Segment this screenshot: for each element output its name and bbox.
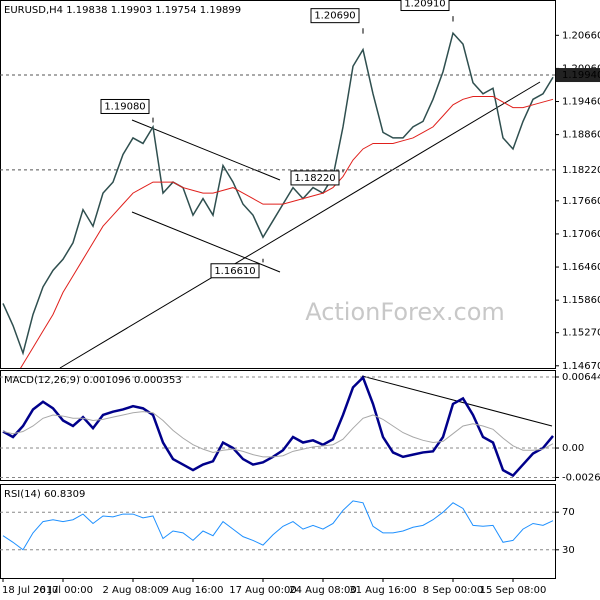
y-tick-label: 1.19460: [562, 97, 600, 108]
price-frame: [0, 0, 556, 369]
annotation-box: [400, 0, 450, 12]
series-line: [20, 96, 554, 368]
macd-frame: [0, 370, 556, 481]
x-tick-label: 18 Jul 2017: [2, 585, 59, 596]
x-tick-label: 8 Sep 00:00: [423, 585, 483, 596]
series-line: [2, 375, 554, 478]
y-tick-label: 1.18860: [562, 130, 600, 141]
x-tick-label: 15 Sep 08:00: [480, 585, 547, 596]
annotation-label: 1.19080: [104, 101, 145, 112]
y-tick-label: 1.15860: [562, 295, 600, 306]
watermark: ActionForex.com: [305, 298, 505, 326]
annotation-box: [310, 8, 360, 24]
trendline: [131, 211, 281, 273]
y-tick-label: -0.00267: [562, 472, 600, 483]
trendline: [131, 119, 281, 181]
y-tick-label: 1.17660: [562, 196, 600, 207]
annotation-label: 1.20910: [404, 0, 445, 10]
series-line: [2, 411, 554, 458]
y-tick-label: 1.14670: [562, 361, 600, 372]
y-tick-label: 1.16460: [562, 262, 600, 273]
x-tick-label: 9 Aug 16:00: [162, 585, 223, 596]
y-tick-label: 0.006445: [562, 372, 600, 383]
annotation-box: [100, 98, 150, 114]
series-line: [2, 31, 554, 356]
x-tick-label: 2 Aug 08:00: [102, 585, 163, 596]
panel-title: RSI(14) 60.8309: [4, 489, 85, 500]
y-tick-label: 1.17060: [562, 229, 600, 240]
trendlines: [59, 81, 553, 427]
level-label-box: [556, 68, 600, 83]
y-tick-label: 1.20660: [562, 30, 600, 41]
y-tick-label: 70: [562, 507, 575, 518]
y-tick-label: 30: [562, 545, 575, 556]
annotation-label: 1.16610: [214, 266, 255, 277]
trendline: [59, 81, 541, 369]
x-tick-label: 31 Aug 16:00: [349, 585, 416, 596]
panel-title: MACD(12,26,9) 0.001096 0.000353: [4, 375, 182, 386]
x-tick-label: 24 Aug 08:00: [289, 585, 356, 596]
series-line: [2, 500, 554, 551]
x-tick-label: 17 Aug 00:00: [229, 585, 296, 596]
rsi-frame: [0, 484, 556, 579]
y-tick-label: 0.00: [562, 443, 584, 454]
x-tick-label: 26 Jul 00:00: [33, 585, 93, 596]
annotation-label: 1.20690: [314, 11, 355, 22]
y-tick-label: 1.15270: [562, 328, 600, 339]
annotation-box: [290, 170, 340, 186]
level-label: 1.18220: [562, 165, 600, 176]
annotation-box: [210, 263, 260, 279]
annotation-label: 1.18220: [294, 173, 335, 184]
panel-title: EURUSD,H4 1.19838 1.19903 1.19754 1.1989…: [4, 5, 241, 16]
level-label: 1.19940: [562, 70, 600, 81]
